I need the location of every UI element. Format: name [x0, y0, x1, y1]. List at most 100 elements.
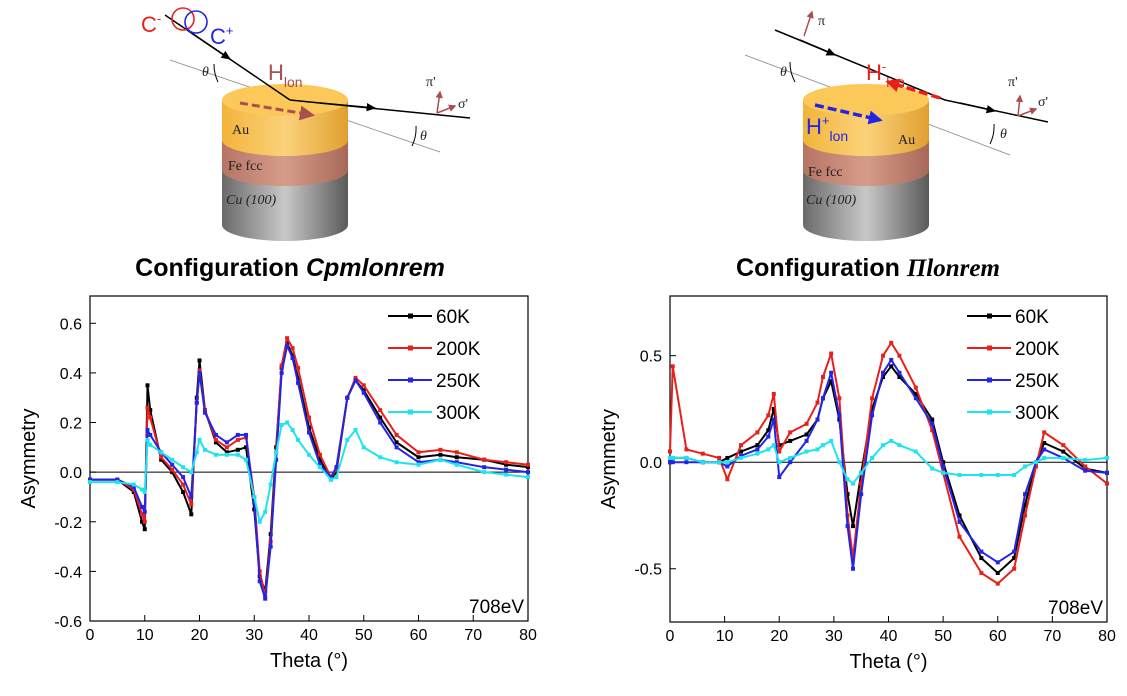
point: [438, 457, 443, 462]
point: [181, 489, 186, 494]
point: [224, 440, 229, 445]
point: [930, 421, 935, 426]
label: θ: [1000, 127, 1007, 142]
point: [700, 451, 705, 456]
point: [142, 519, 147, 524]
point: [334, 475, 339, 480]
point: [850, 481, 855, 486]
point: [148, 415, 153, 420]
x-tick-label: 30: [825, 628, 843, 645]
point: [263, 509, 268, 514]
point: [1012, 472, 1017, 477]
point: [115, 477, 120, 482]
point: [771, 443, 776, 448]
point: [859, 481, 864, 486]
point: [1083, 458, 1088, 463]
cu-layer: [803, 170, 929, 241]
point: [845, 492, 850, 497]
point: [142, 489, 147, 494]
point: [213, 437, 218, 442]
point: [837, 396, 842, 401]
point: [197, 437, 202, 442]
chart: 0 10 20 30 40 50 60 70 80 -0.6 -0.4 -0.2 0.0 0.2 0.4 0.…: [18, 295, 537, 672]
point: [1083, 464, 1088, 469]
legend-label: 300K: [436, 403, 481, 424]
point: [279, 370, 284, 375]
point: [1023, 464, 1028, 469]
x-tick-label: 40: [300, 627, 318, 644]
chart: 0 10 20 30 40 50 60 70 80 -0.5 0.0 0.5 Theta (°) Asym…: [598, 295, 1116, 673]
point: [668, 449, 672, 454]
label: θ: [202, 65, 209, 80]
point: [345, 437, 350, 442]
x-tick-label: 80: [1098, 628, 1116, 645]
point: [755, 447, 760, 452]
point: [394, 460, 399, 465]
point: [804, 438, 809, 443]
point: [526, 475, 530, 480]
point: [684, 460, 689, 465]
point: [224, 452, 229, 457]
y-axis-label: Asymmetry: [18, 409, 40, 509]
point: [274, 457, 279, 462]
point: [979, 570, 984, 575]
point: [353, 378, 358, 383]
y-tick-label: -0.6: [54, 614, 82, 631]
label: Fe fcc: [228, 159, 263, 174]
point: [353, 375, 358, 380]
angle-arc: [213, 63, 219, 83]
legend-marker: [408, 377, 413, 383]
point: [224, 445, 229, 450]
point: [897, 443, 902, 448]
point: [279, 423, 284, 428]
point: [941, 460, 946, 465]
point: [285, 420, 290, 425]
legend-marker: [408, 313, 413, 319]
legend-label: 200K: [436, 339, 481, 360]
point: [881, 374, 886, 379]
label: σ': [1038, 95, 1048, 110]
x-axis-label: Theta (°): [270, 650, 348, 672]
point: [454, 455, 459, 460]
point: [202, 447, 207, 452]
point: [189, 494, 194, 499]
point: [913, 385, 918, 390]
point: [88, 477, 92, 482]
point: [268, 482, 273, 487]
point: [170, 462, 175, 467]
field-plus-arrow: [814, 103, 883, 125]
point: [454, 462, 459, 467]
annotation: 708eV: [1048, 598, 1103, 619]
point: [307, 415, 311, 420]
point: [252, 494, 257, 499]
point: [197, 358, 202, 363]
point: [930, 466, 935, 471]
point: [142, 527, 147, 532]
angle-arc: [989, 123, 995, 145]
point: [317, 462, 322, 467]
x-tick-label: 70: [464, 627, 482, 644]
point: [170, 467, 175, 472]
y-tick-label: 0.5: [640, 349, 662, 366]
x-tick-label: 50: [934, 628, 952, 645]
point: [353, 427, 358, 432]
beam-arrow: [959, 102, 997, 114]
point: [290, 356, 295, 361]
point: [194, 450, 199, 455]
legend-label: 300K: [1015, 403, 1060, 424]
point: [140, 512, 145, 517]
point: [361, 383, 366, 388]
au-layer: [222, 100, 348, 156]
point: [235, 437, 240, 442]
point: [159, 455, 164, 460]
point: [788, 430, 793, 435]
annotation: 708eV: [469, 597, 524, 618]
point: [189, 512, 194, 517]
point: [670, 460, 675, 465]
point: [181, 465, 186, 470]
point: [88, 480, 92, 485]
point: [804, 432, 809, 437]
point: [777, 449, 782, 454]
point: [815, 400, 820, 405]
